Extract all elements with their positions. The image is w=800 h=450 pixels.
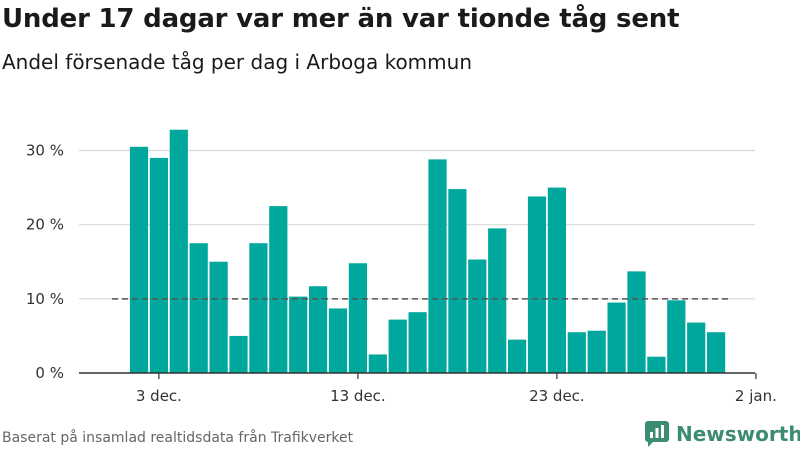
bar <box>328 308 348 373</box>
brand-name: Newsworthy <box>676 422 800 446</box>
bar <box>189 243 208 373</box>
bar <box>587 330 606 373</box>
chart-title: Under 17 dagar var mer än var tionde tåg… <box>2 4 680 34</box>
bar <box>348 263 367 373</box>
bars <box>129 129 726 373</box>
bar <box>547 187 566 373</box>
bar <box>129 146 149 373</box>
chart-bubble-icon <box>645 421 669 447</box>
source-note: Baserat på insamlad realtidsdata från Tr… <box>2 430 354 446</box>
y-tick-label: 0 % <box>35 364 64 382</box>
bar <box>209 261 228 373</box>
x-tick-label: 3 dec. <box>136 387 182 405</box>
bar <box>627 271 646 373</box>
chart-subtitle: Andel försenade tåg per dag i Arboga kom… <box>2 50 472 74</box>
y-tick-labels: 0 % 10 % 20 % 30 % <box>26 142 64 383</box>
bar <box>527 196 547 373</box>
bar <box>667 300 686 373</box>
bar <box>448 189 467 373</box>
y-tick-label: 30 % <box>26 142 64 160</box>
bar <box>607 302 626 373</box>
bar <box>229 335 248 373</box>
bar <box>647 356 666 373</box>
bar <box>707 332 726 373</box>
y-tick-label: 20 % <box>26 216 64 234</box>
y-tick-label: 10 % <box>26 290 64 308</box>
bar <box>408 312 427 373</box>
bar <box>687 322 706 373</box>
bar <box>309 286 328 373</box>
x-tick-label: 13 dec. <box>330 387 386 405</box>
bar <box>388 319 407 373</box>
bar <box>289 296 308 373</box>
bar <box>428 159 447 373</box>
bar <box>567 332 586 373</box>
bar <box>169 129 188 373</box>
bar <box>149 157 168 373</box>
x-tick-labels: 3 dec. 13 dec. 23 dec. 2 jan. <box>136 373 777 405</box>
bar <box>468 259 487 373</box>
bar <box>368 354 387 373</box>
x-tick-label: 23 dec. <box>529 387 585 405</box>
bar <box>508 339 527 373</box>
x-tick-label: 2 jan. <box>735 387 777 405</box>
newsworthy-logo[interactable]: Newsworthy <box>644 420 800 448</box>
bar <box>269 206 288 373</box>
bar <box>249 243 268 373</box>
bar <box>488 228 507 373</box>
